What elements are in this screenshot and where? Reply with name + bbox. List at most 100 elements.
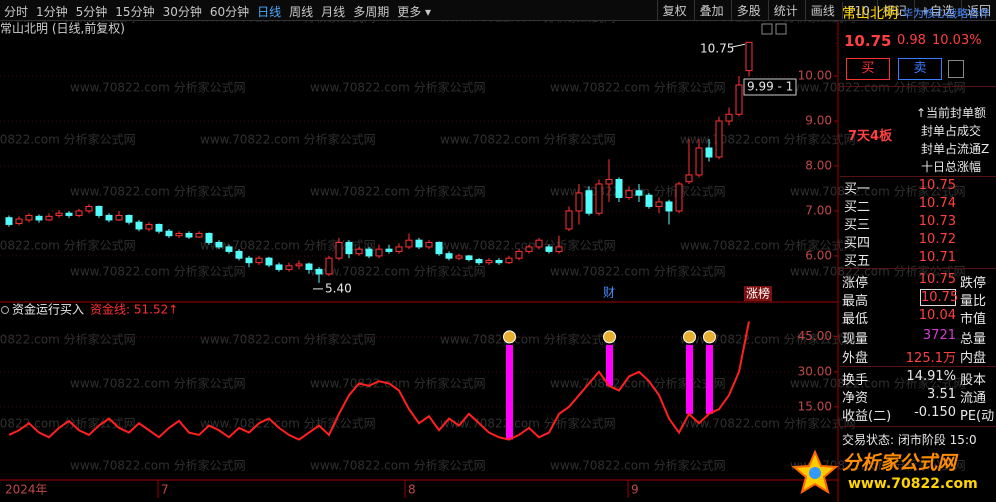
candle-body bbox=[275, 264, 283, 270]
candle-body bbox=[475, 259, 483, 264]
y-tick-label: 10.00 bbox=[798, 69, 832, 83]
note: 封单占成交 bbox=[921, 124, 982, 138]
period-tab[interactable]: 60分钟 bbox=[209, 5, 250, 19]
candle-body bbox=[465, 255, 473, 261]
stock-name: 常山北明 bbox=[842, 6, 898, 22]
period-tab[interactable]: 15分钟 bbox=[115, 5, 155, 19]
tool-button[interactable]: +自选 bbox=[913, 0, 959, 20]
stat-label: 涨停 bbox=[842, 276, 869, 291]
period-tab[interactable]: 周线 bbox=[289, 5, 314, 19]
watermark: www.70822.com 分析家公式网 bbox=[680, 238, 856, 253]
candle-body bbox=[375, 248, 383, 257]
period-tab[interactable]: 1分钟 bbox=[36, 5, 68, 19]
candle-body bbox=[485, 259, 493, 264]
candle-body bbox=[665, 201, 673, 212]
watermark: www.70822.com 分析家公式网 bbox=[0, 332, 136, 347]
low-label: 5.40 bbox=[325, 281, 352, 295]
candle-body bbox=[365, 248, 373, 257]
stat-value: 125.1万 bbox=[905, 351, 956, 366]
watermark: www.70822.com 分析家公式网 bbox=[790, 264, 966, 279]
stat-label: 净资 bbox=[842, 391, 869, 406]
y-tick-label: 9.00 bbox=[805, 114, 832, 128]
period-tab[interactable]: 分时 bbox=[4, 5, 29, 19]
streak: 7天4板 bbox=[848, 129, 893, 144]
candle-body bbox=[5, 217, 13, 225]
y-tick-label: 8.00 bbox=[805, 158, 832, 172]
stat-value: 10.75 bbox=[918, 272, 956, 287]
candle-body bbox=[605, 178, 613, 185]
indicator-label: 资金线: 51.52↑ bbox=[90, 302, 178, 317]
watermark: www.70822.com 分析家公式网 bbox=[550, 264, 726, 279]
title-icon bbox=[775, 23, 787, 35]
candle-body bbox=[555, 246, 563, 252]
buy-button[interactable]: 买 bbox=[846, 58, 890, 80]
candle-body bbox=[565, 210, 573, 230]
candle-body bbox=[545, 246, 553, 252]
watermark: www.70822.com 分析家公式网 bbox=[310, 458, 486, 473]
candle-body bbox=[225, 246, 233, 252]
candle-body bbox=[35, 215, 43, 221]
candle-body bbox=[675, 183, 683, 212]
candle-body bbox=[295, 263, 303, 267]
bid-price: 10.71 bbox=[918, 250, 956, 265]
period-tab[interactable]: 月线 bbox=[321, 5, 346, 19]
period-tab[interactable]: 多周期 bbox=[353, 5, 390, 19]
tool-button[interactable]: 返回 bbox=[960, 0, 996, 20]
candle-body bbox=[685, 174, 693, 183]
candle-body bbox=[175, 232, 183, 237]
stat-label: 市值 bbox=[960, 312, 987, 327]
candle-body bbox=[415, 239, 423, 248]
signal-icon bbox=[603, 330, 616, 344]
watermark: www.70822.com 分析家公式网 bbox=[680, 132, 856, 147]
candle-body bbox=[255, 257, 263, 264]
candle-body bbox=[405, 239, 413, 248]
period-tab[interactable]: 日线 bbox=[257, 5, 282, 19]
bid-label: 买五 bbox=[844, 254, 871, 269]
bid-price: 10.74 bbox=[918, 196, 956, 211]
candle-body bbox=[125, 214, 133, 223]
candle-body bbox=[215, 241, 223, 248]
stat-label: 最高 bbox=[842, 294, 869, 309]
candle-body bbox=[205, 232, 213, 243]
stock-tag: 华为核心战略合作 bbox=[902, 7, 990, 20]
candle-body bbox=[105, 214, 113, 221]
candle-body bbox=[115, 214, 123, 221]
stat-label: 最低 bbox=[842, 312, 869, 327]
stat-label: 量比 bbox=[960, 294, 987, 309]
watermark: www.70822.com 分析家公式网 bbox=[310, 264, 486, 279]
tool-button[interactable]: 统计 bbox=[767, 0, 803, 20]
stat-label: 总量 bbox=[960, 332, 987, 347]
stat-label: 收益(二) bbox=[842, 409, 892, 424]
period-tab[interactable]: 更多 ▾ bbox=[397, 5, 432, 19]
watermark: www.70822.com 分析家公式网 bbox=[790, 376, 966, 391]
candle-body bbox=[645, 194, 653, 207]
tool-button[interactable]: 复权 bbox=[656, 0, 692, 20]
x-tick-label: 9 bbox=[631, 483, 639, 497]
period-tab[interactable]: 5分钟 bbox=[75, 5, 108, 19]
quote-panel: 常山北明 华为核心战略合作 10.75 0.98 10.03% 买 卖 7天4板… bbox=[840, 0, 996, 502]
stat-value: -0.150 bbox=[914, 405, 956, 420]
indicator-icon bbox=[1, 306, 9, 314]
logo-url: www.70822.com bbox=[848, 476, 978, 492]
candle-body bbox=[265, 257, 273, 266]
stat-label: 内盘 bbox=[960, 351, 987, 366]
candle-body bbox=[305, 263, 313, 270]
last-box bbox=[743, 78, 797, 96]
stat-value: 14.91% bbox=[906, 369, 956, 384]
sell-button[interactable]: 卖 bbox=[898, 58, 942, 80]
period-tab[interactable]: 30分钟 bbox=[162, 5, 202, 19]
bid-label: 买二 bbox=[844, 200, 871, 215]
stat-label: 换手 bbox=[842, 373, 869, 388]
menu-button[interactable] bbox=[948, 60, 964, 78]
indicator-line bbox=[8, 321, 750, 441]
watermark: www.70822.com 分析家公式网 bbox=[200, 238, 376, 253]
x-tick-label: 2024年 bbox=[5, 483, 48, 497]
divider bbox=[840, 86, 996, 87]
bid-label: 买四 bbox=[844, 236, 871, 251]
candle-body bbox=[355, 248, 363, 255]
tool-button[interactable]: 画线 bbox=[804, 0, 840, 20]
tool-button[interactable]: 多股 bbox=[730, 0, 766, 20]
tool-button[interactable]: 标记 bbox=[876, 0, 912, 20]
tool-button[interactable]: F10 bbox=[841, 2, 875, 19]
tool-button[interactable]: 叠加 bbox=[693, 0, 729, 20]
